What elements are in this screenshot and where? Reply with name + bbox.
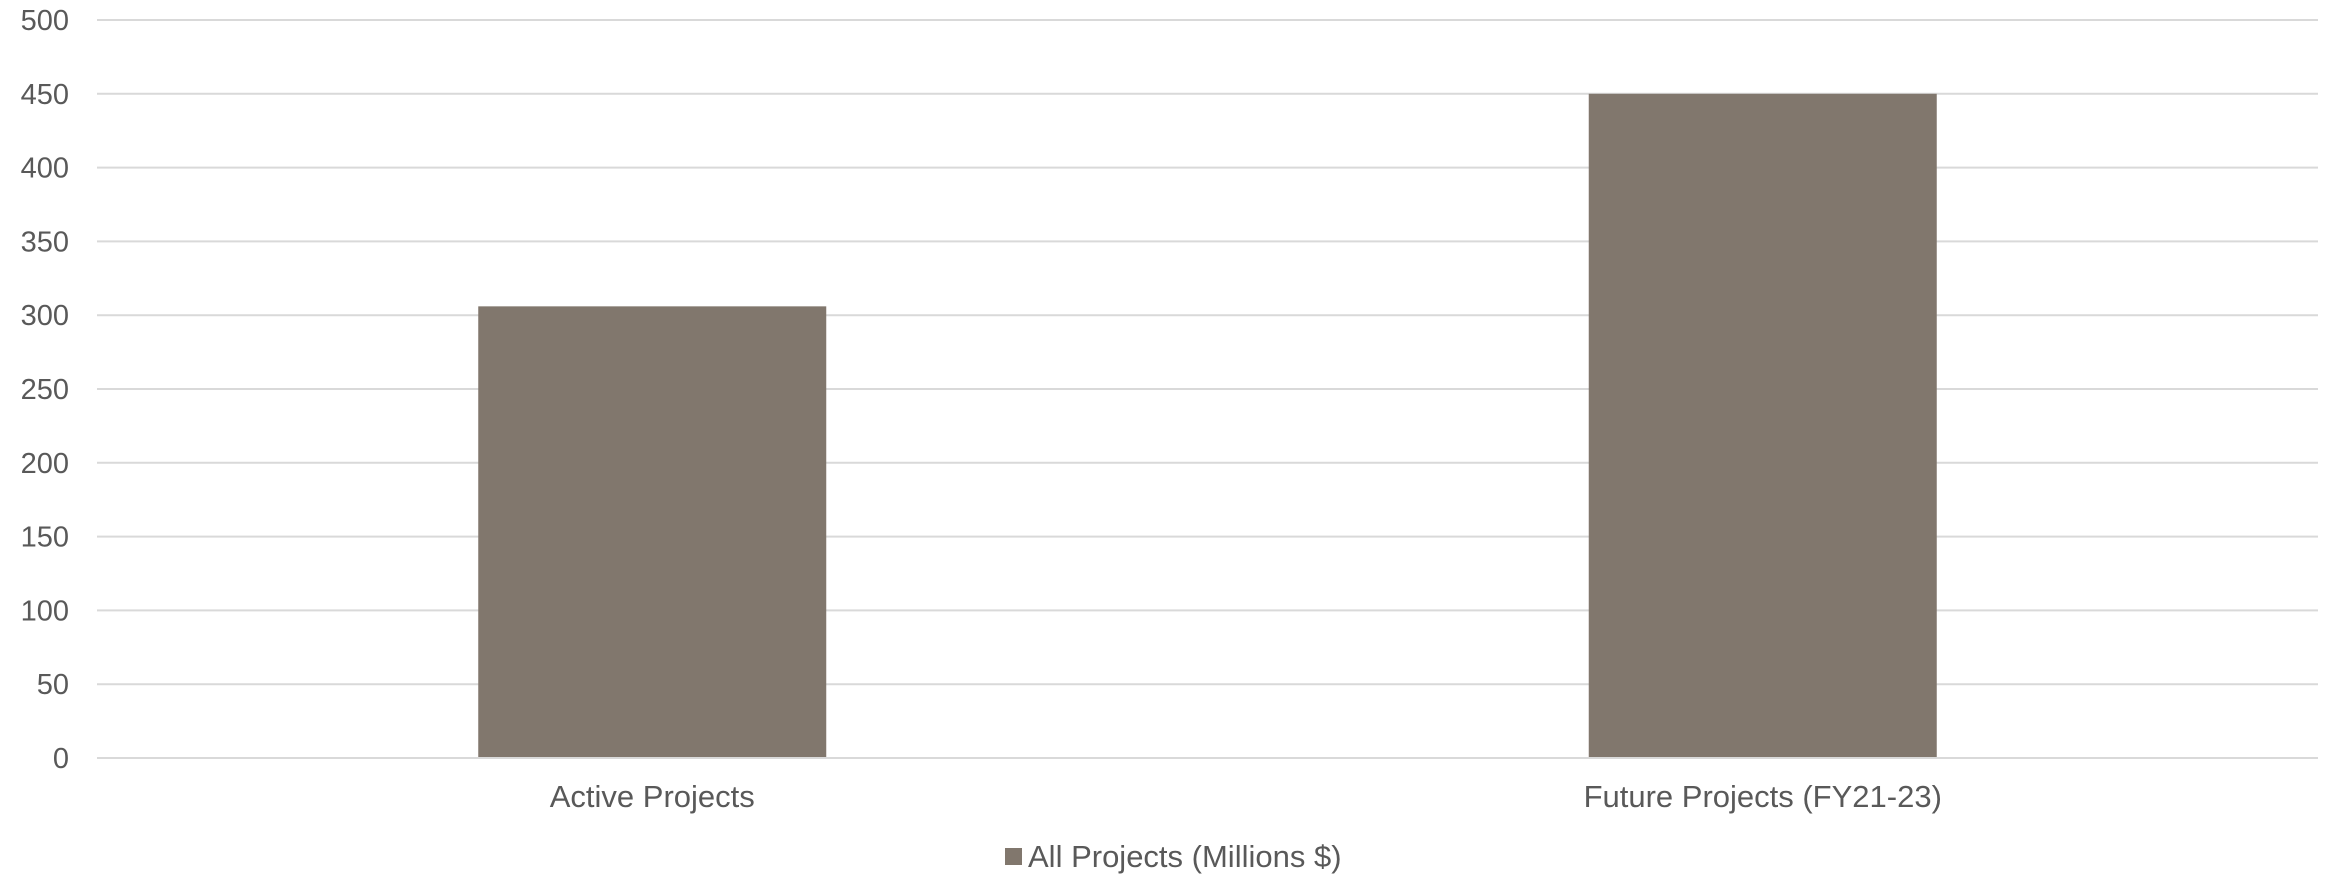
x-category-label: Active Projects — [550, 779, 755, 814]
y-tick-label: 50 — [37, 669, 69, 701]
y-tick-label: 450 — [21, 79, 69, 111]
y-tick-label: 300 — [21, 300, 69, 332]
y-tick-label: 400 — [21, 153, 69, 185]
legend: All Projects (Millions $) — [1005, 839, 1342, 874]
y-axis-tick-labels: 0 50 100 150 200 250 300 350 400 450 500 — [21, 5, 69, 775]
x-category-label: Future Projects (FY21-23) — [1584, 779, 1942, 814]
legend-swatch — [1005, 848, 1022, 865]
y-tick-label: 100 — [21, 595, 69, 627]
gridlines — [97, 19, 2318, 686]
legend-label: All Projects (Millions $) — [1028, 839, 1342, 874]
y-tick-label: 150 — [21, 522, 69, 554]
bar-0 — [478, 306, 827, 758]
y-tick-label: 500 — [21, 5, 69, 37]
bar-1 — [1588, 93, 1937, 759]
y-tick-label: 350 — [21, 226, 69, 258]
bars — [478, 93, 1937, 759]
y-tick-label: 250 — [21, 374, 69, 406]
y-tick-label: 200 — [21, 448, 69, 480]
x-axis-category-labels: Active Projects Future Projects (FY21-23) — [550, 779, 1942, 814]
y-tick-label: 0 — [53, 743, 69, 775]
